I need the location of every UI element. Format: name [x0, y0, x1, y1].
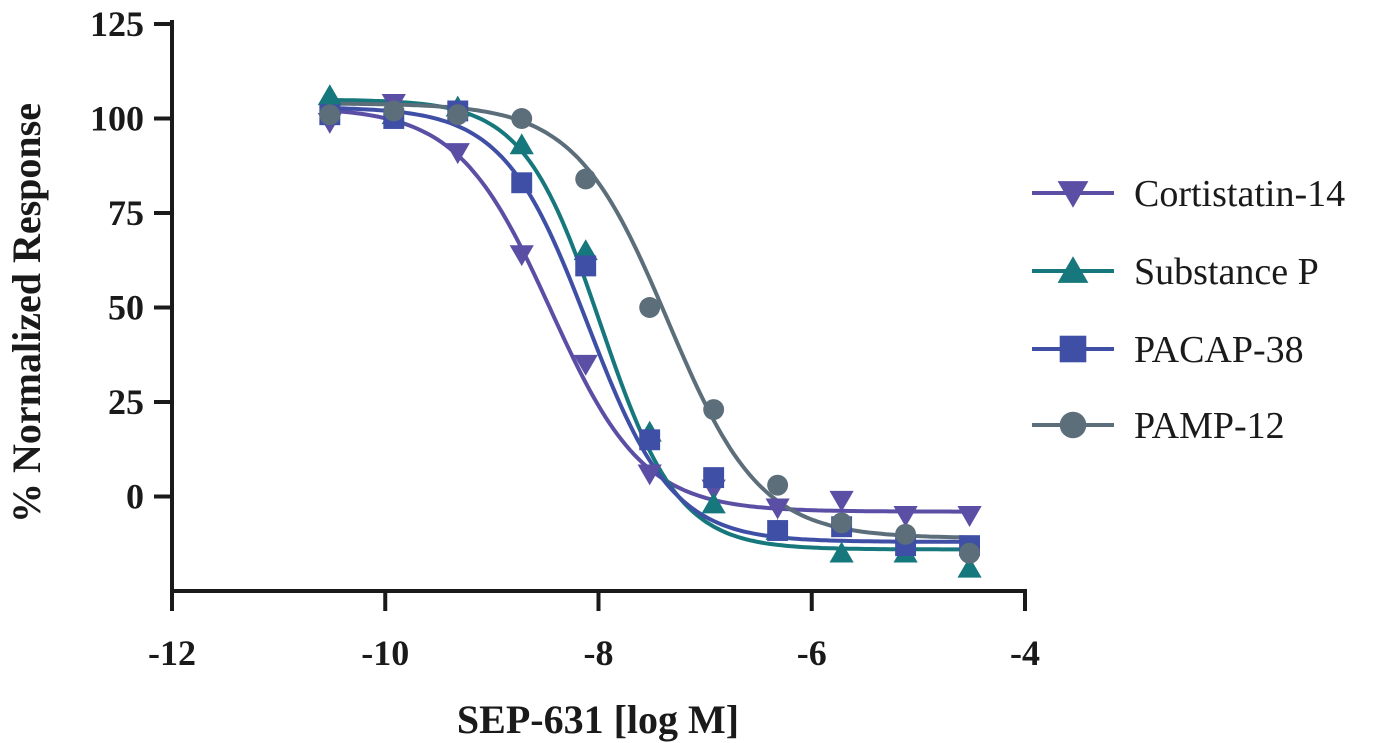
data-point-substance-p: [957, 556, 982, 578]
x-tick-label: -4: [1010, 633, 1040, 673]
data-point-cortistatin-14: [829, 490, 854, 512]
data-point-substance-p: [701, 492, 726, 514]
data-point-pamp-12: [319, 104, 341, 126]
data-point-pacap-38: [703, 467, 725, 489]
data-point-pamp-12: [831, 512, 853, 534]
legend-label-pamp-12: PAMP-12: [1134, 405, 1285, 447]
data-points: [317, 84, 982, 578]
data-point-substance-p: [573, 239, 598, 261]
data-point-pamp-12: [703, 399, 725, 421]
legend-marker-cortistatin-14: [1057, 181, 1089, 208]
data-point-pacap-38: [767, 520, 789, 541]
legend-marker-substance-p: [1057, 256, 1089, 283]
legend-label-substance-p: Substance P: [1134, 251, 1319, 293]
y-tick-label: 125: [90, 4, 144, 44]
legend-label-cortistatin-14: Cortistatin-14: [1134, 173, 1345, 215]
axes: 0 25 50 75 100 125 -12 -10 -8 -6 -4: [90, 4, 1040, 673]
y-tick-label: 100: [90, 99, 144, 139]
x-tick-label: -10: [361, 633, 409, 673]
data-point-pamp-12: [767, 474, 789, 496]
data-point-pamp-12: [895, 523, 917, 545]
data-point-cortistatin-14: [509, 245, 534, 267]
x-tick-label: -6: [797, 633, 827, 673]
x-tick-label: -8: [584, 633, 614, 673]
data-point-cortistatin-14: [573, 354, 598, 376]
data-point-cortistatin-14: [765, 498, 790, 520]
data-point-pamp-12: [511, 108, 533, 129]
y-tick-label: 25: [108, 382, 144, 422]
data-point-cortistatin-14: [893, 506, 918, 527]
data-point-substance-p: [317, 84, 342, 106]
data-point-pamp-12: [639, 297, 661, 318]
data-point-pamp-12: [447, 104, 469, 126]
data-point-pacap-38: [575, 255, 597, 277]
data-point-pacap-38: [639, 429, 661, 451]
legend: Cortistatin-14 Substance P PACAP-38 PAMP-12: [1032, 173, 1345, 447]
y-tick-label: 0: [126, 477, 144, 517]
data-point-cortistatin-14: [445, 143, 470, 165]
data-point-pamp-12: [383, 100, 405, 122]
data-point-pamp-12: [575, 168, 597, 190]
legend-marker-pacap-38: [1059, 335, 1087, 363]
x-axis-title: SEP-631 [log M]: [457, 697, 739, 742]
data-point-substance-p: [829, 541, 854, 563]
x-tick-label: -12: [148, 633, 196, 673]
data-point-substance-p: [509, 133, 534, 155]
data-point-cortistatin-14: [637, 464, 662, 486]
legend-label-pacap-38: PACAP-38: [1134, 329, 1304, 371]
data-point-pamp-12: [959, 542, 981, 564]
y-tick-label: 75: [108, 193, 144, 233]
data-point-cortistatin-14: [957, 506, 982, 527]
y-axis-title: % Normalized Response: [4, 103, 49, 523]
data-point-pacap-38: [511, 172, 533, 194]
fit-curve-pamp-12: [329, 101, 970, 540]
legend-marker-pamp-12: [1059, 411, 1087, 439]
y-tick-label: 50: [108, 288, 144, 328]
fit-curve-pacap-38: [329, 106, 970, 544]
